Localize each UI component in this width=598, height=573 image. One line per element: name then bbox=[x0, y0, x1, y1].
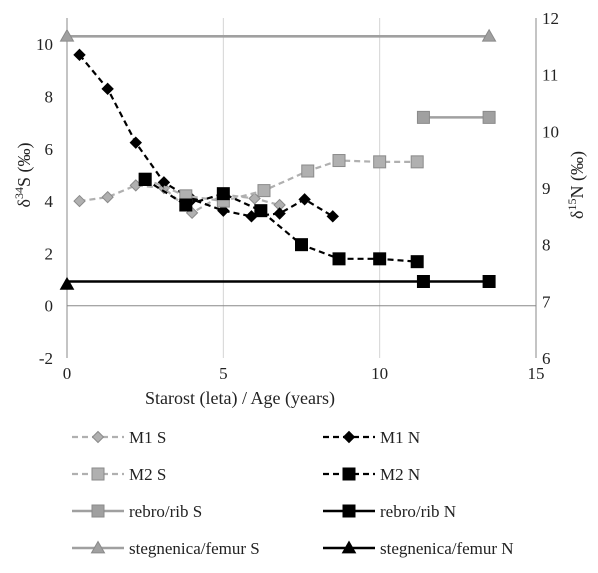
chart-legend: M1 S M1 N M2 S M2 N rebro/rib S rebro/rib N st… bbox=[72, 428, 514, 558]
left-y-axis-label-base: δ bbox=[14, 199, 34, 207]
right-y-tick-label-5: 11 bbox=[542, 66, 558, 85]
point-m1-n-2 bbox=[129, 136, 142, 149]
x-tick-label-1: 5 bbox=[219, 364, 228, 383]
x-tick-label-3: 15 bbox=[528, 364, 545, 383]
legend-label-rebro-rib-n: rebro/rib N bbox=[380, 502, 456, 521]
left-y-tick-label-4: 6 bbox=[45, 140, 54, 159]
legend-swatch-marker-m1-s bbox=[91, 430, 105, 444]
point-m2-n-6 bbox=[373, 252, 387, 266]
x-axis-label: Starost (leta) / Age (years) bbox=[145, 388, 335, 409]
chart-tick-labels: 0 5 10 15 -2 0 2 4 6 8 10 6 7 8 9 10 11 12 bbox=[36, 9, 559, 383]
point-m2-s-7 bbox=[410, 155, 424, 169]
right-y-axis-label-rest: N (‰) bbox=[567, 151, 588, 199]
series-stegnenica-femur-s bbox=[59, 28, 497, 42]
right-y-axis-label: δ15N (‰) bbox=[565, 151, 588, 219]
point-stegnenica-femur-s-0 bbox=[59, 28, 75, 42]
point-rebro-rib-s-1 bbox=[482, 110, 496, 124]
series-rebro-rib-n bbox=[67, 275, 496, 288]
legend-label-stegnenica-femur-s: stegnenica/femur S bbox=[129, 539, 260, 558]
left-y-tick-label-0: -2 bbox=[39, 349, 53, 368]
legend-label-m2-n: M2 N bbox=[380, 465, 420, 484]
legend-item-m2-n: M2 N bbox=[323, 465, 420, 484]
point-m1-n-5 bbox=[217, 204, 230, 217]
point-m2-n-4 bbox=[295, 238, 308, 252]
point-rebro-rib-n-2 bbox=[482, 275, 496, 288]
point-m2-s-6 bbox=[373, 155, 387, 169]
legend-swatch-marker-m2-n bbox=[342, 467, 356, 481]
point-m1-n-1 bbox=[101, 82, 114, 96]
point-m1-n-9 bbox=[326, 210, 339, 223]
left-y-axis-label-sup: 34 bbox=[12, 187, 26, 199]
chart-series bbox=[59, 28, 497, 290]
legend-label-rebro-rib-s: rebro/rib S bbox=[129, 502, 202, 521]
point-m2-n-7 bbox=[410, 255, 424, 269]
point-m1-n-0 bbox=[73, 48, 86, 62]
right-y-tick-label-4: 10 bbox=[542, 122, 559, 141]
left-y-tick-label-5: 8 bbox=[45, 87, 54, 106]
legend-swatch-marker-stegnenica-femur-n bbox=[341, 540, 357, 554]
legend-swatch-marker-m2-s bbox=[91, 467, 105, 481]
left-y-tick-label-2: 2 bbox=[45, 244, 54, 263]
left-y-tick-label-1: 0 bbox=[45, 297, 54, 316]
legend-swatch-marker-stegnenica-femur-s bbox=[90, 540, 106, 554]
legend-item-rebro-rib-n: rebro/rib N bbox=[323, 502, 456, 521]
legend-swatch-marker-rebro-rib-s bbox=[91, 504, 105, 518]
legend-item-stegnenica-femur-n: stegnenica/femur N bbox=[323, 539, 514, 558]
point-stegnenica-femur-s-1 bbox=[481, 28, 497, 42]
legend-label-stegnenica-femur-n: stegnenica/femur N bbox=[380, 539, 514, 558]
series-stegnenica-femur-n bbox=[59, 276, 75, 290]
point-m2-n-1 bbox=[179, 198, 193, 212]
right-y-tick-label-1: 7 bbox=[542, 292, 551, 311]
series-line-m1-s bbox=[79, 184, 280, 215]
legend-label-m1-s: M1 S bbox=[129, 428, 166, 447]
point-m2-n-0 bbox=[138, 173, 152, 186]
point-m1-s-0 bbox=[73, 194, 86, 208]
right-y-tick-label-3: 9 bbox=[542, 179, 551, 198]
legend-item-m2-s: M2 S bbox=[72, 465, 166, 484]
left-y-tick-label-6: 10 bbox=[36, 35, 53, 54]
right-y-tick-label-0: 6 bbox=[542, 349, 551, 368]
legend-swatch-marker-m1-n bbox=[342, 430, 356, 444]
right-y-tick-label-6: 12 bbox=[542, 9, 559, 28]
point-m2-s-3 bbox=[257, 184, 271, 198]
left-y-tick-label-3: 4 bbox=[45, 192, 54, 211]
x-tick-label-0: 0 bbox=[63, 364, 72, 383]
series-line-m1-n bbox=[78, 54, 334, 218]
legend-item-m1-s: M1 S bbox=[72, 428, 166, 447]
legend-label-m1-n: M1 N bbox=[380, 428, 420, 447]
right-y-axis-label-sup: 15 bbox=[565, 199, 579, 211]
left-y-axis-label-rest: S (‰) bbox=[14, 143, 35, 188]
right-y-axis-label-base: δ bbox=[567, 211, 587, 219]
x-tick-label-2: 10 bbox=[371, 364, 388, 383]
point-rebro-rib-s-0 bbox=[416, 110, 430, 124]
series-m2-n bbox=[138, 173, 424, 269]
left-y-axis-label: δ34S (‰) bbox=[12, 143, 35, 208]
right-y-tick-label-2: 8 bbox=[542, 236, 551, 255]
legend-swatch-marker-rebro-rib-n bbox=[342, 504, 356, 518]
point-stegnenica-femur-n-0 bbox=[59, 276, 75, 290]
point-rebro-rib-n-1 bbox=[416, 275, 430, 288]
point-m1-s-1 bbox=[101, 190, 114, 204]
legend-item-stegnenica-femur-s: stegnenica/femur S bbox=[72, 539, 260, 558]
series-rebro-rib-s bbox=[416, 110, 496, 124]
point-m2-n-3 bbox=[254, 204, 268, 218]
legend-label-m2-s: M2 S bbox=[129, 465, 166, 484]
point-m1-n-8 bbox=[298, 193, 311, 206]
chart-axes bbox=[66, 18, 537, 358]
series-m1-n bbox=[73, 48, 339, 223]
point-m1-n-7 bbox=[273, 207, 286, 220]
point-m2-n-5 bbox=[332, 252, 346, 266]
legend-item-m1-n: M1 N bbox=[323, 428, 420, 447]
point-m2-s-4 bbox=[301, 164, 315, 178]
point-m2-s-5 bbox=[332, 154, 346, 168]
point-m2-n-2 bbox=[216, 187, 230, 201]
legend-item-rebro-rib-s: rebro/rib S bbox=[72, 502, 202, 521]
